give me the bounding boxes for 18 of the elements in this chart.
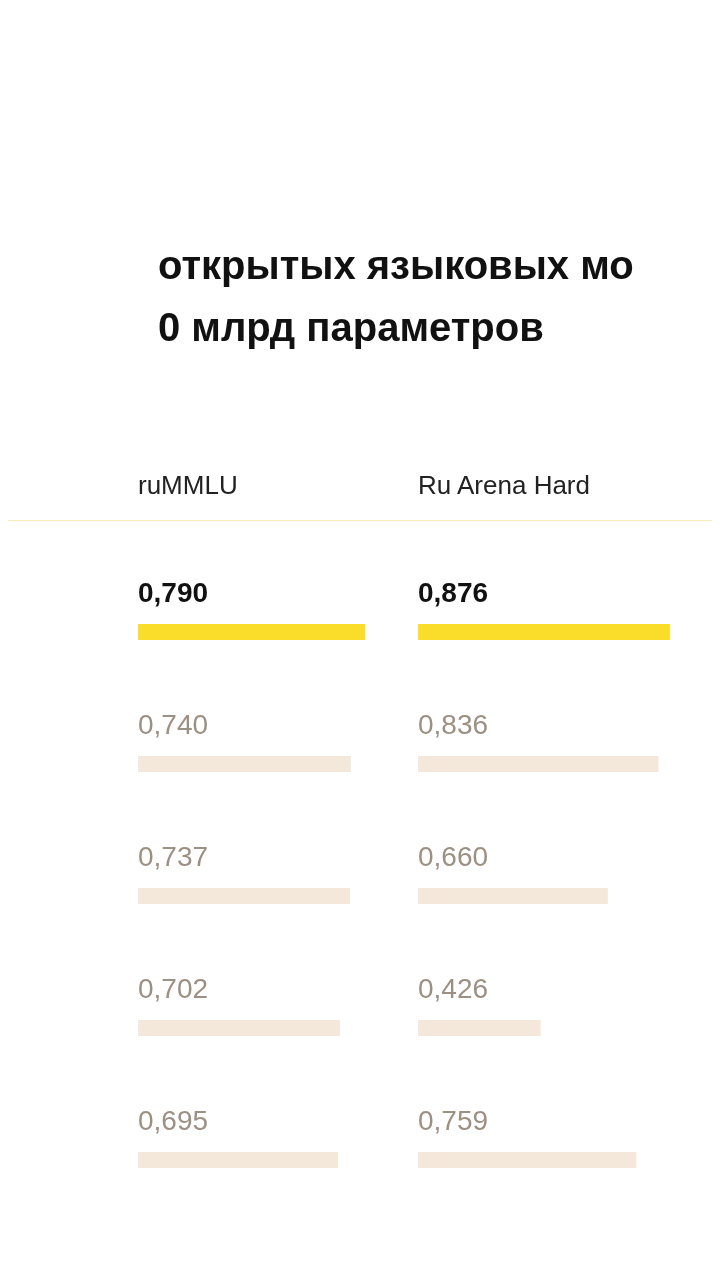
data-label: 0,660	[418, 841, 489, 872]
data-label: 0,740	[138, 709, 209, 740]
bar	[418, 888, 608, 904]
data-label: 0,426	[418, 973, 489, 1004]
data-label: 0,790	[138, 577, 209, 608]
x-axis-title: ruMMLU	[137, 470, 239, 502]
data-label: 0,759	[418, 1105, 489, 1136]
data-label: 0,702	[138, 973, 209, 1004]
data-label: 0,737	[138, 841, 209, 872]
bar	[418, 624, 670, 640]
bar	[418, 1020, 541, 1036]
bar	[418, 756, 659, 772]
data-label: 0,695	[138, 1105, 209, 1136]
data-label: 0,876	[418, 577, 489, 608]
chart-title: открытых языковых мо 0 млрд параметров	[158, 242, 634, 351]
data-label: 0,836	[418, 709, 489, 740]
bar	[418, 1152, 637, 1168]
x-axis-title: Ru Arena Hard	[417, 470, 591, 502]
